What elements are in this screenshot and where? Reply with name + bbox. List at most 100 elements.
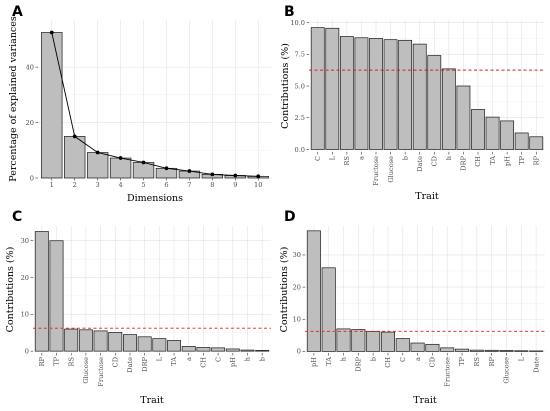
bar [240,349,255,352]
variance-line [51,32,259,177]
y-tick-label: 30 [293,251,301,259]
bar [108,332,123,352]
x-tick-label: L [156,356,164,361]
y-axis-title: Contributions (%) [5,247,16,333]
bar [321,267,336,352]
y-tick-label: 20 [21,274,29,282]
x-tick-label: CD [430,156,438,166]
x-tick-label: C [399,357,407,362]
x-axis-ticks: 1 2 3 4 5 6 7 8 9 10 [50,178,262,189]
bar [471,109,485,150]
x-tick-label: RP [38,356,46,366]
variance-point [233,173,238,178]
x-tick-label: CD [111,357,119,367]
x-tick-label: TA [170,357,178,366]
bar [383,39,398,150]
x-axis-title: Trait [415,191,439,202]
bar [64,328,79,352]
x-tick-label: RP [532,155,540,165]
x-tick-label: b [401,156,409,160]
panel-label: A [12,4,23,20]
y-axis-title: Contributions (%) [280,43,291,129]
bar [380,331,395,352]
bar [440,347,455,352]
x-tick-label: pH [310,357,318,367]
x-tick-label: C [314,156,322,161]
bar [427,55,442,150]
minor-gridlines [33,258,271,334]
x-tick-label: Date [532,357,540,373]
bar [152,338,167,352]
x-tick-label: L [329,155,337,160]
bar [325,27,340,150]
x-tick-label: h [244,356,252,361]
x-tick-label: RS [343,156,351,166]
x-axis-title: Dimensions [127,193,183,204]
bar [64,136,86,179]
bar [398,39,413,150]
x-tick-label: 5 [141,181,145,189]
y-tick-label: 40 [26,63,34,71]
bar [93,330,108,352]
x-tick-label: a [414,357,422,361]
bar [211,347,226,352]
x-tick-label: h [445,155,453,160]
x-tick-label: 10 [254,181,262,189]
y-tick-label: 7.5 [295,51,306,59]
y-axis-title: Contributions (%) [279,247,290,333]
variance-points [49,30,261,179]
y-tick-label: 10.0 [290,19,305,27]
x-tick-label: a [185,357,193,361]
bar [78,329,93,352]
x-tick-label: Date [126,357,134,373]
bar [49,240,64,352]
bar [441,68,456,150]
x-tick-label: Fructose [443,357,451,387]
bar [336,328,351,352]
bar [485,116,500,150]
x-tick-label: DRP [355,356,363,371]
bar [86,152,109,179]
bar [499,350,514,352]
x-tick-label: RS [473,357,481,367]
x-tick-label: Glucose [387,156,395,183]
y-tick-label: 0 [297,348,301,356]
x-axis-title: Trait [140,395,164,406]
y-tick-label: 0 [25,347,29,355]
bar [225,348,240,352]
x-tick-label: RS [67,357,75,367]
bar [469,349,484,352]
x-tick-label: DRP [460,155,468,170]
x-tick-label: b [369,357,377,361]
x-tick-label: b [258,357,266,361]
y-tick-label: 0.0 [295,146,306,154]
variance-point [187,169,192,173]
x-tick-label: Fructose [372,156,380,186]
bar [455,348,470,352]
variance-point [72,134,77,139]
x-tick-label: 7 [187,181,191,189]
bars [34,231,270,352]
x-tick-label: CD [429,357,437,367]
bar [132,162,155,179]
y-axis-ticks: 0 10 20 30 [293,251,305,356]
x-tick-label: TP [458,356,466,365]
variance-point [210,172,215,177]
y-tick-label: 20 [293,283,301,291]
bar [514,132,529,150]
x-tick-label: L [517,356,525,361]
y-tick-label: 30 [21,237,29,245]
variance-point [141,160,146,165]
panel-c: C 0 10 20 30 RP TP RS Glucose Fructose CD Date DRP L T… [5,209,271,406]
bar [369,38,383,150]
x-axis-ticks: C L RS a Fructose Glucose b Date CD h DRP CH TA pH TP R… [314,152,540,186]
bar [500,120,515,150]
panel-label: C [12,209,22,225]
x-tick-label: Date [416,156,424,172]
bar [410,342,425,352]
bar [167,340,181,352]
x-tick-label: TA [325,357,333,366]
